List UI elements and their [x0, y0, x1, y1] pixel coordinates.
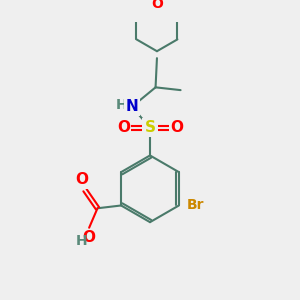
Text: N: N: [126, 99, 138, 114]
Text: O: O: [82, 230, 95, 245]
Text: H: H: [76, 234, 87, 248]
Text: O: O: [117, 120, 130, 135]
Text: O: O: [170, 120, 183, 135]
Text: O: O: [151, 0, 163, 11]
Text: S: S: [145, 120, 155, 135]
Text: O: O: [76, 172, 89, 188]
Text: H: H: [116, 98, 127, 112]
Text: Br: Br: [187, 199, 205, 212]
